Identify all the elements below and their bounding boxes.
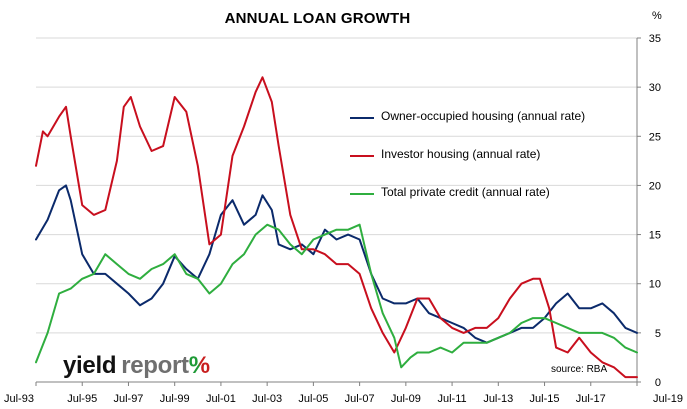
legend-item-owner-occupied: Owner-occupied housing (annual rate): [350, 108, 630, 128]
y-tick-label-10: 10: [649, 279, 661, 291]
y-axis-unit: %: [652, 10, 662, 22]
logo-part-yield: yield: [63, 352, 117, 379]
logo-percent-icon: %: [188, 352, 210, 379]
legend-label-investor: Investor housing (annual rate): [381, 147, 541, 161]
gridlines: [36, 37, 637, 334]
legend-label-owner-occupied: Owner-occupied housing (annual rate): [381, 109, 586, 123]
yieldreport-logo: yield report%: [63, 351, 210, 381]
x-tick-label-Jul-11: Jul-11: [437, 393, 466, 405]
y-tick-label-35: 35: [649, 33, 661, 45]
legend-swatch-total-credit: [350, 193, 374, 195]
x-tick-label-Jul-09: Jul-09: [391, 393, 421, 405]
series-line-investor: [35, 76, 638, 379]
x-tick-label-Jul-03: Jul-03: [252, 393, 282, 405]
series-line-owner-occupied: [35, 184, 638, 344]
series-line-total-credit: [35, 223, 638, 369]
x-tick-labels: Jul-93 Jul-95 Jul-97 Jul-99 Jul-01 Jul-03 Jul-…: [4, 393, 683, 405]
legend-label-total-credit: Total private credit (annual rate): [381, 185, 550, 199]
y-tick-label-15: 15: [649, 230, 661, 242]
x-tick-label-Jul-05: Jul-05: [298, 393, 328, 405]
y-tick-label-30: 30: [649, 82, 661, 94]
y-tick-label-25: 25: [649, 131, 661, 143]
x-tick-label-Jul-97: Jul-97: [113, 393, 143, 405]
x-tick-label-Jul-07: Jul-07: [345, 393, 375, 405]
source-note: source: RBA: [551, 364, 608, 375]
legend-swatch-owner-occupied: [350, 117, 374, 119]
y-tick-label-5: 5: [655, 328, 661, 340]
series-lines: [35, 76, 638, 379]
logo-part-report: report: [121, 352, 189, 379]
y-tick-labels: 0 5 10 15 20 25 30 35: [649, 33, 661, 389]
legend: Owner-occupied housing (annual rate) Inv…: [350, 108, 630, 222]
legend-item-investor: Investor housing (annual rate): [350, 146, 630, 166]
x-tick-label-Jul-15: Jul-15: [530, 393, 560, 405]
y-tick-label-0: 0: [655, 377, 661, 389]
chart-title: ANNUAL LOAN GROWTH: [224, 10, 411, 27]
x-tick-label-Jul-95: Jul-95: [67, 393, 97, 405]
x-tick-label-Jul-19: Jul-19: [653, 393, 683, 405]
x-tick-label-Jul-17: Jul-17: [576, 393, 606, 405]
x-tick-label-Jul-99: Jul-99: [160, 393, 190, 405]
y-tick-label-20: 20: [649, 180, 661, 192]
x-tick-label-Jul-13: Jul-13: [483, 393, 513, 405]
legend-item-total-credit: Total private credit (annual rate): [350, 184, 630, 204]
x-tick-label-Jul-01: Jul-01: [206, 393, 236, 405]
x-tick-label-Jul-93: Jul-93: [4, 393, 34, 405]
axes: [35, 37, 641, 386]
legend-swatch-investor: [350, 155, 374, 157]
